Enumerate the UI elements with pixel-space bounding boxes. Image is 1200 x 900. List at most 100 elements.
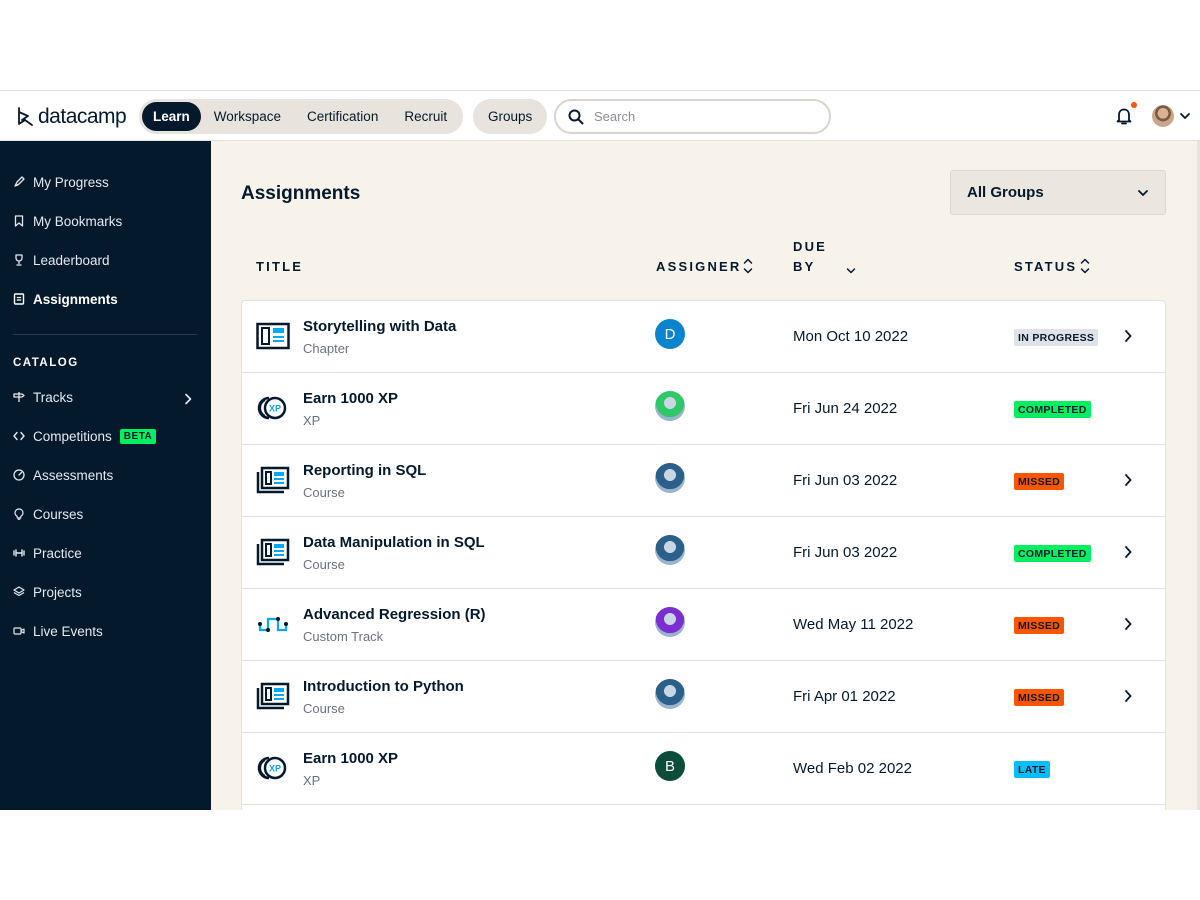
- assignment-type: XP: [303, 773, 321, 788]
- video-icon: [13, 627, 25, 635]
- assignment-type: Chapter: [303, 341, 350, 356]
- sidebar-item-label: Projects: [33, 584, 82, 600]
- status-badge: MISSED: [1014, 617, 1065, 634]
- sidebar-item-label: Competitions: [33, 428, 112, 444]
- sidebar-item-competitions[interactable]: Competitions BETA: [13, 425, 157, 447]
- course-icon: [256, 538, 290, 566]
- chapter-icon: [256, 322, 290, 350]
- chevron-right-icon[interactable]: [1123, 688, 1133, 704]
- svg-text:XP: XP: [269, 764, 281, 774]
- sidebar-item-courses[interactable]: Courses: [13, 503, 83, 525]
- column-header-status[interactable]: STATUS: [1014, 259, 1078, 274]
- sort-icon[interactable]: [1080, 257, 1090, 275]
- clipboard-icon: [13, 293, 25, 305]
- sidebar-item-label: My Progress: [33, 174, 109, 190]
- assignment-title[interactable]: Data Manipulation in SQL: [303, 534, 485, 551]
- assigner-avatar: D: [655, 319, 685, 349]
- gauge-icon: [13, 469, 25, 481]
- sidebar-item-tracks[interactable]: Tracks: [13, 386, 73, 408]
- search-input[interactable]: [594, 109, 794, 124]
- tab-learn[interactable]: Learn: [142, 102, 201, 131]
- course-icon: [256, 466, 290, 494]
- app-frame: datacamp Learn Workspace Certification R…: [0, 90, 1200, 810]
- bookmark-icon: [14, 215, 24, 227]
- status-badge: COMPLETED: [1014, 401, 1091, 418]
- top-nav: datacamp Learn Workspace Certification R…: [0, 90, 1200, 141]
- sidebar-item-assessments[interactable]: Assessments: [13, 464, 113, 486]
- assigner-avatar: [655, 535, 685, 565]
- assignment-title[interactable]: Reporting in SQL: [303, 462, 427, 479]
- product-tabs: Learn Workspace Certification Recruit: [139, 99, 464, 134]
- table-row[interactable]: XP Earn 1000 XP XP Fri Jun 24 2022 COMPLETED: [242, 373, 1165, 445]
- sidebar-divider: [13, 334, 197, 335]
- chevron-right-icon[interactable]: [1123, 472, 1133, 488]
- assigner-avatar: B: [655, 751, 685, 781]
- table-row[interactable]: Storytelling with Data Chapter D Mon Oct 10…: [242, 301, 1165, 373]
- groups-button[interactable]: Groups: [473, 99, 548, 134]
- sidebar-item-projects[interactable]: Projects: [13, 581, 82, 603]
- sidebar-item-label: Live Events: [33, 623, 103, 639]
- sidebar-item-label: My Bookmarks: [33, 213, 123, 229]
- sidebar-item-assignments[interactable]: Assignments: [13, 288, 118, 310]
- trophy-icon: [15, 254, 23, 266]
- xp-icon: XP: [256, 394, 290, 422]
- chevron-right-icon[interactable]: [183, 393, 193, 405]
- status-badge: COMPLETED: [1014, 545, 1091, 562]
- assignment-title[interactable]: Storytelling with Data: [303, 318, 457, 335]
- lightbulb-icon: [14, 508, 24, 520]
- assignment-type: Custom Track: [303, 629, 384, 644]
- notification-bell-icon[interactable]: [1114, 106, 1134, 126]
- sort-desc-icon[interactable]: [846, 259, 856, 277]
- status-badge: LATE: [1014, 761, 1050, 778]
- course-icon: [256, 682, 290, 710]
- table-row[interactable]: Reporting in SQL Course Fri Jun 03 2022 MIS…: [242, 445, 1165, 517]
- dumbbell-icon: [13, 549, 25, 557]
- main-content: Assignments All Groups TITLE ASSIGNER DU…: [211, 141, 1200, 810]
- assigner-avatar: [655, 463, 685, 493]
- assignment-title[interactable]: Advanced Regression (R): [303, 606, 486, 623]
- table-row[interactable]: Introduction to Python Course Fri Apr 01 2…: [242, 661, 1165, 733]
- sidebar-item-leaderboard[interactable]: Leaderboard: [13, 249, 110, 271]
- chevron-right-icon[interactable]: [1123, 544, 1133, 560]
- table-row[interactable]: XP Earn 1000 XP XP B Wed Feb 02 2022 LATE: [242, 733, 1165, 805]
- user-avatar[interactable]: [1152, 105, 1174, 127]
- chevron-right-icon[interactable]: [1123, 328, 1133, 344]
- rocket-icon: [14, 176, 25, 187]
- assignment-type: XP: [303, 413, 321, 428]
- tab-recruit[interactable]: Recruit: [404, 109, 448, 124]
- assignment-title[interactable]: Earn 1000 XP: [303, 390, 399, 407]
- assigner-avatar: [655, 607, 685, 637]
- group-filter-value: All Groups: [967, 184, 1044, 201]
- search-bar[interactable]: [554, 99, 831, 134]
- code-icon: [13, 431, 25, 441]
- page-title: Assignments: [241, 183, 361, 204]
- assignment-title[interactable]: Introduction to Python: [303, 678, 464, 695]
- assigner-avatar: [655, 679, 685, 709]
- tab-workspace[interactable]: Workspace: [213, 109, 282, 124]
- tab-certification[interactable]: Certification: [307, 109, 379, 124]
- datacamp-logo[interactable]: datacamp: [16, 105, 127, 129]
- assignment-title[interactable]: Earn 1000 XP: [303, 750, 399, 767]
- chevron-right-icon[interactable]: [1123, 616, 1133, 632]
- column-header-due-line1[interactable]: DUE: [793, 239, 828, 254]
- sort-icon[interactable]: [743, 257, 753, 275]
- due-date: Fri Jun 03 2022: [793, 472, 898, 489]
- due-date: Fri Apr 01 2022: [793, 688, 896, 705]
- assignment-type: Course: [303, 557, 345, 572]
- sidebar-item-my-progress[interactable]: My Progress: [13, 171, 109, 193]
- assigner-avatar: [655, 391, 685, 421]
- sidebar-item-live-events[interactable]: Live Events: [13, 620, 103, 642]
- column-header-assigner[interactable]: ASSIGNER: [656, 259, 742, 274]
- due-date: Wed May 11 2022: [793, 616, 914, 633]
- table-row[interactable]: Data Manipulation in SQL Course Fri Jun 03…: [242, 517, 1165, 589]
- sidebar-item-practice[interactable]: Practice: [13, 542, 82, 564]
- group-filter-dropdown[interactable]: All Groups: [950, 170, 1166, 215]
- column-header-due-line2[interactable]: BY: [793, 259, 816, 274]
- chevron-down-icon[interactable]: [1179, 110, 1191, 122]
- datacamp-logo-icon: [18, 107, 33, 126]
- catalog-heading: CATALOG: [13, 357, 79, 369]
- due-date: Wed Feb 02 2022: [793, 760, 912, 777]
- sidebar-item-my-bookmarks[interactable]: My Bookmarks: [13, 210, 122, 232]
- table-row[interactable]: Advanced Regression (R) Custom Track Wed M…: [242, 589, 1165, 661]
- sidebar-item-label: Leaderboard: [33, 252, 110, 268]
